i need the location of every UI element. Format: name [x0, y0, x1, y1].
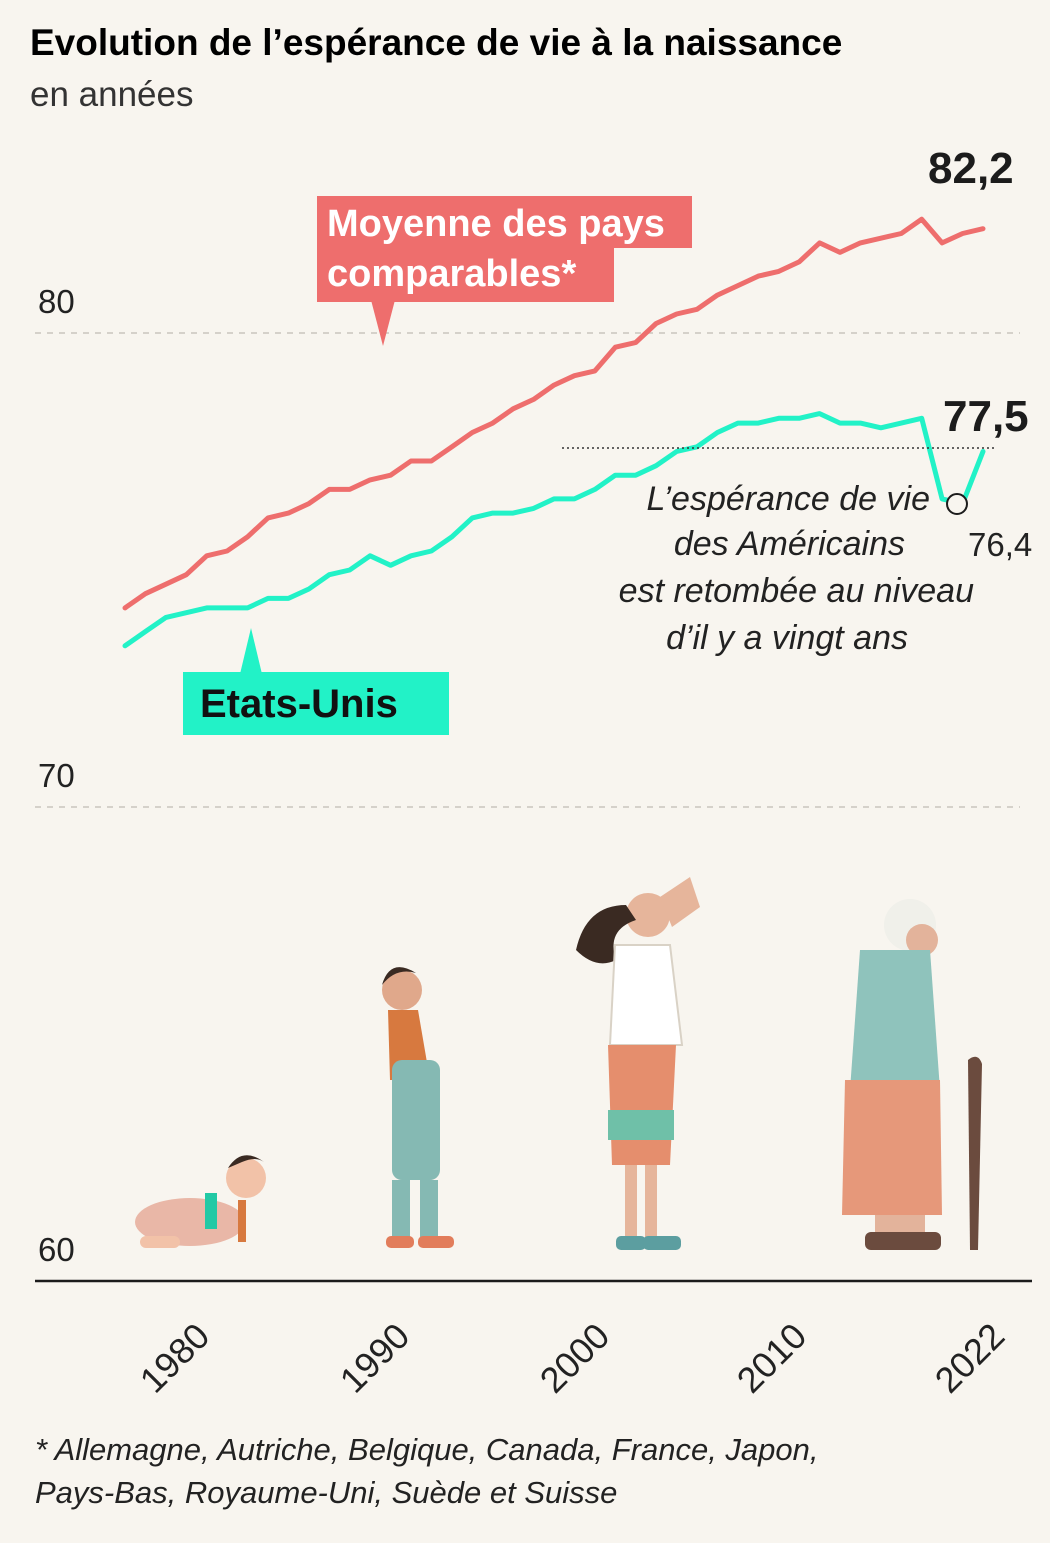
annotation-line-2: des Américains — [674, 525, 905, 563]
footnote-line-1: * Allemagne, Autriche, Belgique, Canada,… — [35, 1432, 819, 1467]
annotation-line-4: d’il y a vingt ans — [666, 619, 908, 657]
chart-subtitle: en années — [30, 75, 193, 114]
x-tick-1980: 1980 — [132, 1315, 218, 1401]
chart-title: Evolution de l’espérance de vie à la nai… — [30, 22, 842, 63]
end-label-us: 77,5 — [943, 392, 1029, 441]
label-text-comparable-1: Moyenne des pays — [327, 203, 665, 245]
annotation-line-1: L’espérance de vie — [646, 480, 930, 518]
woman-illustration — [576, 877, 700, 1250]
label-pointer-comparable — [371, 300, 395, 346]
x-tick-2000: 2000 — [532, 1315, 618, 1401]
x-tick-1990: 1990 — [332, 1315, 418, 1401]
baby-illustration — [135, 1155, 266, 1248]
label-box-comparable-1 — [317, 196, 692, 248]
series-points — [124, 219, 984, 646]
label-box-us — [183, 672, 449, 735]
elderly-woman-illustration — [842, 899, 982, 1250]
footnote-line-2: Pays-Bas, Royaume-Uni, Suède et Suisse — [35, 1475, 617, 1510]
y-tick-70: 70 — [38, 757, 75, 794]
annotation-line-3: est retombée au niveau — [619, 572, 974, 610]
label-text-comparable-2: comparables* — [327, 253, 576, 295]
series-label-us: Etats-Unis — [183, 628, 449, 735]
label-box-comparable-2 — [317, 246, 614, 302]
end-label-comparable: 82,2 — [928, 144, 1014, 193]
y-tick-60: 60 — [38, 1231, 75, 1268]
x-tick-2010: 2010 — [729, 1315, 815, 1401]
child-illustration — [382, 967, 454, 1248]
series-label-comparable: Moyenne des pays comparables* — [317, 196, 692, 346]
label-text-us: Etats-Unis — [200, 682, 398, 726]
us-2021-min-label: 76,4 — [968, 526, 1032, 563]
x-tick-2022: 2022 — [927, 1315, 1013, 1401]
label-pointer-us — [240, 628, 262, 674]
us-2021-min-marker — [946, 493, 968, 515]
y-tick-80: 80 — [38, 283, 75, 320]
